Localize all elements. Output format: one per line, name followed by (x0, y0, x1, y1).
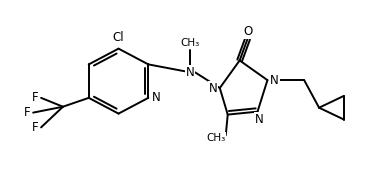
Text: CH₃: CH₃ (180, 38, 200, 48)
Text: N: N (186, 66, 195, 79)
Text: F: F (32, 91, 38, 104)
Text: F: F (32, 121, 38, 134)
Text: N: N (270, 74, 279, 87)
Text: Cl: Cl (113, 31, 124, 44)
Text: N: N (152, 91, 160, 104)
Text: N: N (208, 82, 217, 95)
Text: O: O (243, 25, 252, 38)
Text: F: F (24, 106, 31, 119)
Text: CH₃: CH₃ (206, 133, 226, 143)
Text: N: N (255, 113, 264, 126)
